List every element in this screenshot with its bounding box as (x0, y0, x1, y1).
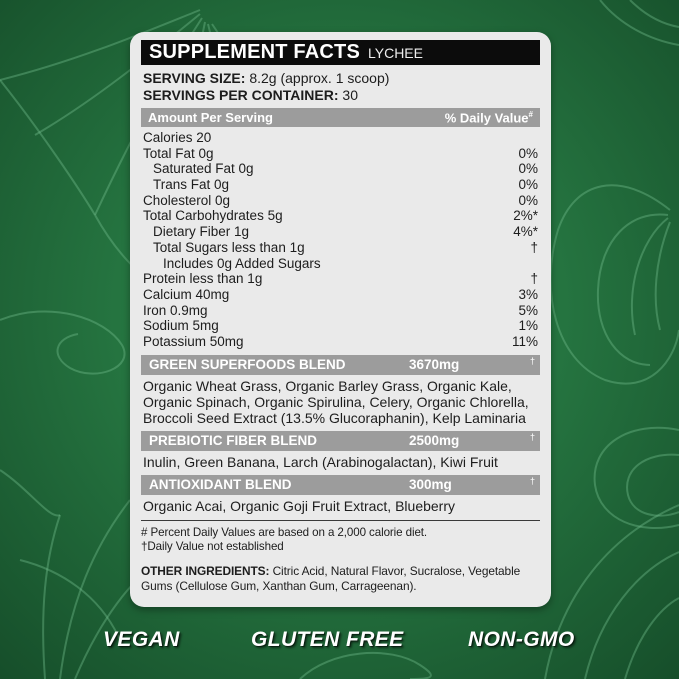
blend-ingredients-antioxidant: Organic Acai, Organic Goji Fruit Extract… (143, 497, 455, 514)
nutrient-name: Calories 20 (143, 130, 212, 145)
table-column-header: Amount Per Serving % Daily Value# (141, 108, 540, 127)
panel-header: SUPPLEMENT FACTS LYCHEE (141, 40, 540, 65)
blend-dagger-mark: † (529, 355, 535, 366)
nutrient-dv: 3% (518, 286, 538, 302)
serving-size-label: SERVING SIZE: (143, 70, 246, 86)
footnote-daily-values: # Percent Daily Values are based on a 2,… (141, 525, 428, 539)
panel-title: SUPPLEMENT FACTS (149, 41, 360, 63)
other-ingredients-text: Citric Acid, Natural Flavor, Sucralose, … (141, 563, 521, 593)
supplement-facts-panel: SUPPLEMENT FACTS LYCHEE SERVING SIZE: 8.… (130, 32, 551, 607)
footnotes: # Percent Daily Values are based on a 2,… (141, 519, 540, 594)
other-ingredients-label: OTHER INGREDIENTS: (141, 563, 270, 578)
nutrient-row: Calcium 40mg 3% (143, 287, 538, 303)
serving-size-value: 8.2g (approx. 1 scoop) (249, 70, 390, 86)
servings-per-container-label: SERVINGS PER CONTAINER: (143, 87, 339, 103)
flavor-name: LYCHEE (368, 45, 423, 61)
blend-header-green-superfoods: GREEN SUPERFOODS BLEND 3670mg † (141, 354, 540, 375)
blend-amount: 3670mg (409, 356, 460, 372)
nutrient-row: Saturated Fat 0g 0% (143, 161, 538, 177)
nutrient-row: Total Sugars less than 1g † (143, 240, 538, 256)
nutrient-dv: 0% (518, 161, 538, 177)
blend-name: PREBIOTIC FIBER BLEND (149, 432, 318, 448)
nutrient-dv: 0% (518, 177, 538, 193)
serving-info: SERVING SIZE: 8.2g (approx. 1 scoop) SER… (143, 70, 538, 104)
servings-per-container-value: 30 (342, 87, 358, 103)
servings-per-container-line: SERVINGS PER CONTAINER: 30 (143, 87, 538, 104)
nutrient-dv: 5% (518, 302, 538, 318)
amount-per-serving-header: Amount Per Serving (148, 110, 273, 125)
nutrient-dv: 11% (511, 333, 538, 349)
nutrient-name: Cholesterol 0g (143, 192, 231, 208)
blend-amount: 2500mg (409, 432, 460, 448)
nutrient-dv: 1% (518, 318, 538, 334)
nutrient-name: Saturated Fat 0g (153, 161, 254, 177)
nutrient-dv: 2%* (513, 208, 538, 224)
nutrient-dv: 4%* (513, 224, 538, 240)
nutrient-dv: 0% (518, 192, 538, 208)
blend-name: ANTIOXIDANT BLEND (149, 476, 292, 492)
nutrient-dv: 0% (518, 145, 538, 161)
nutrient-row: Cholesterol 0g 0% (143, 193, 538, 209)
nutrient-name: Dietary Fiber 1g (153, 224, 250, 240)
blend-ingredients-prebiotic-fiber: Inulin, Green Banana, Larch (Arabinogala… (143, 453, 498, 470)
nutrient-name: Total Carbohydrates 5g (143, 208, 283, 224)
nutrient-row: Total Fat 0g 0% (143, 146, 538, 162)
blend-amount: 300mg (409, 476, 452, 492)
nutrient-name: Potassium 50mg (143, 333, 244, 349)
nutrient-row: Trans Fat 0g 0% (143, 177, 538, 193)
nutrient-dv: † (530, 239, 538, 255)
other-ingredients: OTHER INGREDIENTS: Citric Acid, Natural … (141, 564, 540, 594)
nutrient-table: Calories 20 Total Fat 0g 0% Saturated Fat… (143, 130, 538, 350)
daily-value-header-text: % Daily Value (444, 110, 529, 126)
blend-header-antioxidant: ANTIOXIDANT BLEND 300mg † (141, 474, 540, 495)
nutrient-name: Includes 0g Added Sugars (163, 255, 321, 271)
blend-dagger-mark: † (529, 475, 535, 486)
footnote-dagger: †Daily Value not established (141, 540, 284, 554)
nutrient-dv: † (530, 271, 538, 287)
nutrient-name: Sodium 5mg (143, 318, 219, 334)
nutrient-name: Trans Fat 0g (153, 177, 230, 193)
nutrient-row: Dietary Fiber 1g 4%* (143, 224, 538, 240)
nutrient-name: Total Fat 0g (143, 145, 214, 161)
blend-dagger-mark: † (529, 431, 535, 442)
nutrient-name: Iron 0.9mg (143, 302, 208, 318)
nutrient-row: Iron 0.9mg 5% (143, 303, 538, 319)
daily-value-header: % Daily Value# (445, 110, 533, 125)
serving-size-line: SERVING SIZE: 8.2g (approx. 1 scoop) (143, 70, 538, 87)
nutrient-name: Calcium 40mg (143, 286, 230, 302)
nutrient-row: Potassium 50mg 11% (143, 334, 538, 350)
blend-ingredients-green-superfoods: Organic Wheat Grass, Organic Barley Gras… (143, 377, 529, 426)
nutrient-row: Total Carbohydrates 5g 2%* (143, 208, 538, 224)
nutrient-row: Sodium 5mg 1% (143, 318, 538, 334)
nutrient-name: Total Sugars less than 1g (153, 239, 305, 255)
non-gmo-badge: NON-GMO (468, 628, 575, 651)
nutrient-name: Protein less than 1g (143, 271, 263, 287)
nutrient-row: Calories 20 (143, 130, 538, 146)
nutrient-row: Includes 0g Added Sugars (143, 256, 538, 272)
daily-value-footnote-mark: # (528, 109, 533, 119)
vegan-badge: VEGAN (103, 628, 180, 651)
blend-name: GREEN SUPERFOODS BLEND (149, 356, 346, 372)
gluten-free-badge: GLUTEN FREE (251, 628, 404, 651)
blend-header-prebiotic-fiber: PREBIOTIC FIBER BLEND 2500mg † (141, 430, 540, 451)
nutrient-row: Protein less than 1g † (143, 271, 538, 287)
